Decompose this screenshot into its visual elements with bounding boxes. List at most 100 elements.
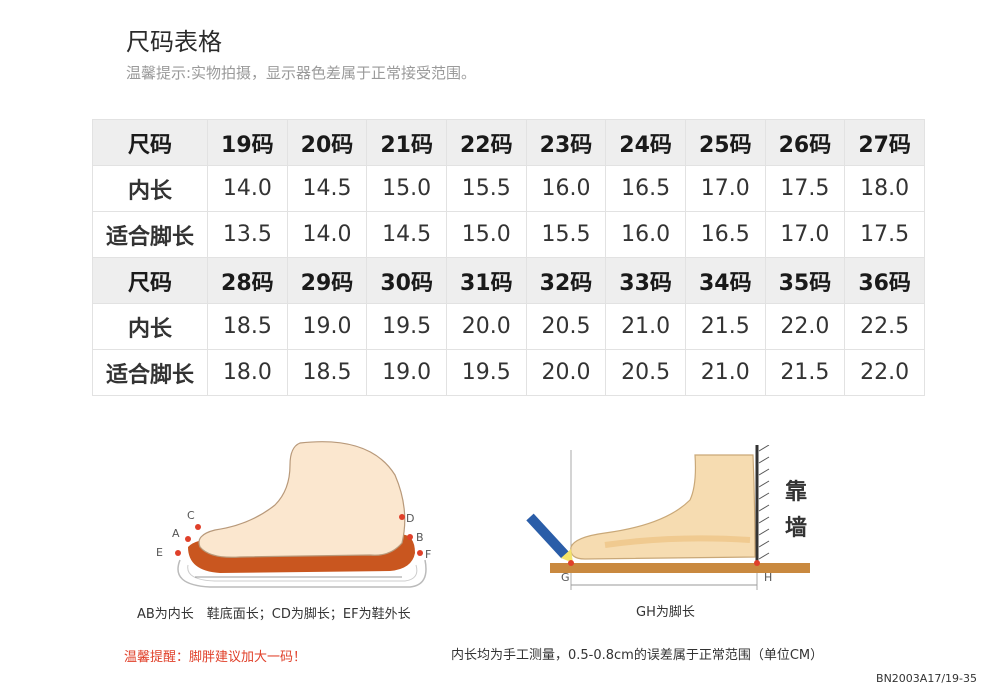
size-value-row: 内长 18.5 19.0 19.5 20.0 20.5 21.0 21.5 22.0 22.5 <box>92 303 925 350</box>
measure-cell: 15.5 <box>445 165 527 212</box>
measure-cell: 14.0 <box>286 211 368 258</box>
size-cell: 25码 <box>684 119 766 166</box>
row-label: 适合脚长 <box>92 211 208 258</box>
point-g-icon <box>568 560 574 566</box>
size-cell: 23码 <box>525 119 607 166</box>
foot-side <box>570 454 756 560</box>
measure-cell: 17.5 <box>844 211 925 258</box>
size-cell: 35码 <box>764 257 846 304</box>
measure-cell: 20.5 <box>525 303 607 350</box>
measure-cell: 16.0 <box>605 211 686 258</box>
point-c-icon <box>195 524 201 530</box>
measure-cell: 19.5 <box>366 303 447 350</box>
measure-cell: 20.5 <box>605 349 686 396</box>
label-b: B <box>416 531 424 544</box>
wall-label: 靠墙 <box>785 480 808 541</box>
measure-cell: 19.0 <box>286 303 368 350</box>
size-cell: 31码 <box>445 257 527 304</box>
size-header-row: 尺码 19码 20码 21码 22码 23码 24码 25码 26码 27码 <box>92 119 925 166</box>
shoe-outline-inner <box>187 564 418 582</box>
size-cell: 26码 <box>764 119 846 166</box>
insole-diagram <box>175 441 427 588</box>
row-label: 内长 <box>92 165 208 212</box>
foot <box>198 441 406 558</box>
size-cell: 22码 <box>445 119 527 166</box>
measure-cell: 22.0 <box>764 303 846 350</box>
floor <box>550 563 810 573</box>
measure-cell: 18.0 <box>844 165 925 212</box>
label-d: D <box>406 512 415 525</box>
measure-cell: 16.0 <box>525 165 607 212</box>
measure-cell: 19.5 <box>445 349 527 396</box>
label-c: C <box>187 509 195 522</box>
row-label: 内长 <box>92 303 208 350</box>
size-up-tip: 温馨提醒：脚胖建议加大一码！ <box>124 650 307 665</box>
measure-cell: 15.5 <box>525 211 607 258</box>
pencil-icon <box>526 513 573 563</box>
measure-cell: 15.0 <box>366 165 447 212</box>
row-label: 尺码 <box>92 119 208 166</box>
size-cell: 33码 <box>605 257 686 304</box>
point-b-icon <box>407 534 413 540</box>
size-cell: 28码 <box>207 257 288 304</box>
size-cell: 20码 <box>286 119 368 166</box>
size-value-row: 适合脚长 18.0 18.5 19.0 19.5 20.0 20.5 21.0 21.5 22.0 <box>92 349 925 396</box>
size-cell: 32码 <box>525 257 607 304</box>
measure-cell: 14.5 <box>366 211 447 258</box>
measure-cell: 20.0 <box>525 349 607 396</box>
size-value-row: 内长 14.0 14.5 15.0 15.5 16.0 16.5 17.0 17.5 18.0 <box>92 165 925 212</box>
product-code: BN2003A17/19-35 <box>876 672 977 685</box>
wall-hatch <box>758 445 770 560</box>
size-header-row: 尺码 28码 29码 30码 31码 32码 33码 34码 35码 36码 <box>92 257 925 304</box>
measure-cell: 18.5 <box>207 303 288 350</box>
row-label: 尺码 <box>92 257 208 304</box>
label-e: E <box>156 546 163 559</box>
size-cell: 36码 <box>844 257 925 304</box>
size-cell: 34码 <box>684 257 766 304</box>
measure-cell: 16.5 <box>684 211 766 258</box>
shoe-outline <box>177 559 427 588</box>
label-a: A <box>172 527 180 540</box>
point-f-icon <box>417 550 423 556</box>
measure-cell: 18.0 <box>207 349 288 396</box>
measure-cell: 15.0 <box>445 211 527 258</box>
measure-cell: 17.5 <box>764 165 846 212</box>
size-cell: 21码 <box>366 119 447 166</box>
measure-cell: 17.0 <box>684 165 766 212</box>
label-f: F <box>425 548 432 561</box>
measure-cell: 17.0 <box>764 211 846 258</box>
measurement-note: 内长均为手工测量，0.5-0.8cm的误差属于正常范围（单位CM） <box>451 648 824 663</box>
label-g: G <box>561 571 570 584</box>
point-d-icon <box>399 514 405 520</box>
measure-cell: 16.5 <box>605 165 686 212</box>
size-cell: 29码 <box>286 257 368 304</box>
measure-cell: 21.5 <box>684 303 766 350</box>
measure-cell: 20.0 <box>445 303 527 350</box>
insole-caption: AB为内长 鞋底面长；CD为脚长；EF为鞋外长 <box>137 607 411 622</box>
size-table: 尺码 19码 20码 21码 22码 23码 24码 25码 26码 27码 内长 14.0 14.5 1… <box>92 119 925 396</box>
measure-cell: 21.5 <box>764 349 846 396</box>
measure-cell: 14.5 <box>286 165 368 212</box>
point-h-icon <box>754 560 760 566</box>
size-value-row: 适合脚长 13.5 14.0 14.5 15.0 15.5 16.0 16.5 17.0 17.5 <box>92 211 925 258</box>
row-label: 适合脚长 <box>92 349 208 396</box>
page-title: 尺码表格 <box>126 28 222 56</box>
measure-cell: 21.0 <box>684 349 766 396</box>
measure-cell: 22.5 <box>844 303 925 350</box>
size-cell: 19码 <box>207 119 288 166</box>
measure-cell: 19.0 <box>366 349 447 396</box>
measure-cell: 13.5 <box>207 211 288 258</box>
point-a-icon <box>185 536 191 542</box>
measure-cell: 22.0 <box>844 349 925 396</box>
size-cell: 30码 <box>366 257 447 304</box>
foot-wall-diagram <box>526 445 810 590</box>
measure-cell: 14.0 <box>207 165 288 212</box>
measure-cell: 18.5 <box>286 349 368 396</box>
label-h: H <box>764 571 773 584</box>
point-e-icon <box>175 550 181 556</box>
foot-length-caption: GH为脚长 <box>636 605 695 620</box>
size-cell: 24码 <box>605 119 686 166</box>
measure-cell: 21.0 <box>605 303 686 350</box>
size-cell: 27码 <box>844 119 925 166</box>
page-subtitle: 温馨提示:实物拍摄，显示器色差属于正常接受范围。 <box>126 64 477 82</box>
